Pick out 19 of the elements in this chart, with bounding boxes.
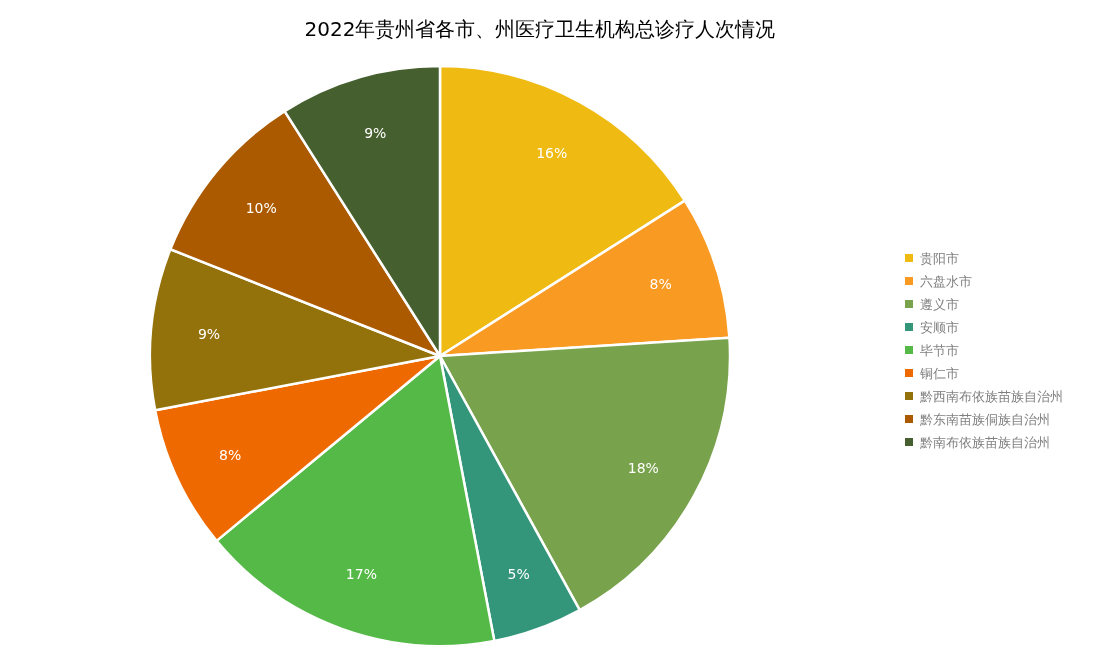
legend-label: 遵义市 — [920, 297, 959, 312]
legend-label: 铜仁市 — [919, 366, 959, 381]
data-label: 9% — [364, 125, 387, 142]
data-label: 16% — [536, 144, 568, 161]
data-label: 10% — [245, 200, 277, 217]
legend-label: 黔东南苗族侗族自治州 — [919, 412, 1050, 427]
legend-label: 毕节市 — [920, 343, 959, 358]
data-label: 18% — [627, 459, 659, 476]
data-label: 5% — [507, 566, 530, 583]
data-label: 9% — [197, 326, 221, 343]
legend-label: 六盘水市 — [920, 274, 972, 289]
data-label: 17% — [345, 566, 377, 583]
legend-label: 黔西南布依族苗族自治州 — [919, 389, 1063, 404]
legend-label: 黔南布依族苗族自治州 — [919, 435, 1050, 450]
data-label: 8% — [649, 276, 672, 293]
legend-label: 安顺市 — [920, 320, 959, 335]
data-label: 8% — [218, 446, 242, 463]
chart-title: 2022年贵州省各市、州医疗卫生机构总诊疗人次情况 — [304, 17, 776, 41]
legend-label: 贵阳市 — [920, 251, 959, 266]
